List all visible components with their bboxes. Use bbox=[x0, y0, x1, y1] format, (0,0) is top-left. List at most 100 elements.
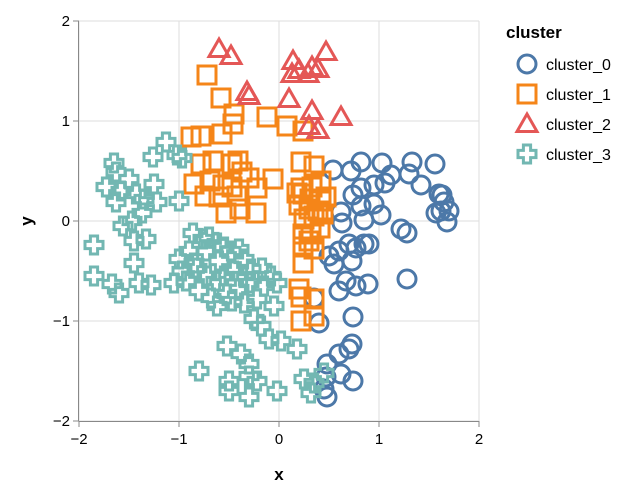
data-point bbox=[228, 238, 250, 260]
data-point bbox=[180, 126, 202, 148]
data-point bbox=[210, 87, 232, 109]
data-point bbox=[303, 238, 325, 260]
legend-label: cluster_1 bbox=[546, 87, 611, 104]
data-point bbox=[358, 233, 380, 255]
data-point bbox=[292, 252, 314, 274]
data-point bbox=[424, 153, 446, 175]
data-point bbox=[398, 163, 420, 185]
data-point bbox=[353, 209, 375, 231]
legend-label: cluster_2 bbox=[546, 117, 611, 134]
data-point bbox=[135, 228, 157, 250]
data-point bbox=[246, 288, 268, 310]
x-axis: x −2 −1 0 1 2 bbox=[70, 421, 483, 484]
data-point bbox=[229, 198, 251, 220]
data-point bbox=[196, 64, 218, 86]
series-cluster_1 bbox=[180, 64, 337, 332]
data-point bbox=[396, 222, 418, 244]
data-point bbox=[313, 362, 335, 384]
data-point bbox=[236, 82, 262, 105]
data-point bbox=[363, 193, 385, 215]
data-point bbox=[357, 273, 379, 295]
data-point bbox=[303, 372, 325, 394]
data-point bbox=[322, 159, 344, 181]
y-tick-label: 2 bbox=[62, 13, 70, 30]
data-point bbox=[227, 150, 249, 172]
data-point bbox=[83, 265, 105, 287]
data-point bbox=[430, 200, 452, 222]
data-point bbox=[108, 282, 130, 304]
data-point bbox=[256, 106, 278, 128]
y-axis-title: y bbox=[17, 216, 36, 226]
data-point bbox=[83, 234, 105, 256]
legend-title: cluster bbox=[506, 23, 562, 42]
data-point bbox=[262, 168, 284, 190]
legend-label: cluster_3 bbox=[546, 147, 611, 164]
data-point bbox=[270, 330, 292, 352]
x-axis-title: x bbox=[274, 465, 284, 484]
data-point bbox=[188, 360, 210, 382]
data-point bbox=[300, 382, 322, 404]
data-point bbox=[374, 172, 396, 194]
data-point bbox=[410, 174, 432, 196]
series-cluster_3 bbox=[83, 131, 335, 408]
data-point bbox=[303, 155, 325, 177]
data-point bbox=[401, 151, 423, 173]
data-point bbox=[342, 370, 364, 392]
data-point bbox=[396, 268, 418, 290]
data-point bbox=[292, 236, 314, 258]
data-point bbox=[142, 146, 164, 168]
data-point bbox=[305, 55, 331, 78]
legend-label: cluster_0 bbox=[546, 57, 611, 74]
data-point bbox=[186, 257, 208, 279]
data-point bbox=[128, 272, 150, 294]
data-point bbox=[316, 353, 338, 375]
data-point bbox=[146, 191, 168, 213]
data-point bbox=[315, 186, 337, 208]
data-points bbox=[83, 35, 460, 408]
data-point bbox=[341, 250, 363, 272]
data-point bbox=[206, 35, 232, 58]
data-point bbox=[290, 310, 312, 332]
data-point bbox=[338, 338, 360, 360]
data-point bbox=[250, 315, 272, 337]
data-point bbox=[305, 116, 331, 139]
data-point bbox=[263, 295, 285, 317]
series-cluster_0 bbox=[303, 151, 460, 408]
data-point bbox=[171, 260, 193, 282]
data-point bbox=[183, 173, 205, 195]
legend-symbol-cross-icon bbox=[516, 143, 538, 165]
data-point bbox=[342, 306, 364, 328]
data-point bbox=[350, 195, 372, 217]
data-point bbox=[245, 202, 267, 224]
data-point bbox=[246, 370, 268, 392]
data-point bbox=[206, 295, 228, 317]
data-point bbox=[266, 272, 288, 294]
series-cluster_2 bbox=[206, 35, 354, 139]
data-point bbox=[218, 370, 240, 392]
x-tick-label: −2 bbox=[70, 431, 87, 448]
data-point bbox=[230, 343, 252, 365]
data-point bbox=[218, 42, 244, 65]
data-point bbox=[168, 190, 190, 212]
data-point bbox=[276, 115, 298, 137]
data-point bbox=[218, 380, 240, 402]
x-tick-label: −1 bbox=[170, 431, 187, 448]
data-point bbox=[286, 338, 308, 360]
data-point bbox=[331, 212, 353, 234]
data-point bbox=[95, 176, 117, 198]
data-point bbox=[238, 386, 260, 408]
data-point bbox=[112, 215, 134, 237]
y-tick-label: 1 bbox=[62, 113, 70, 130]
x-tick-label: 1 bbox=[375, 431, 383, 448]
data-point bbox=[276, 85, 302, 108]
data-point bbox=[190, 153, 212, 175]
data-point bbox=[266, 380, 288, 402]
data-point bbox=[371, 152, 393, 174]
data-point bbox=[258, 328, 280, 350]
data-point bbox=[143, 173, 165, 195]
data-point bbox=[260, 265, 282, 287]
data-point bbox=[350, 151, 372, 173]
data-point bbox=[243, 308, 265, 330]
data-point bbox=[123, 252, 145, 274]
